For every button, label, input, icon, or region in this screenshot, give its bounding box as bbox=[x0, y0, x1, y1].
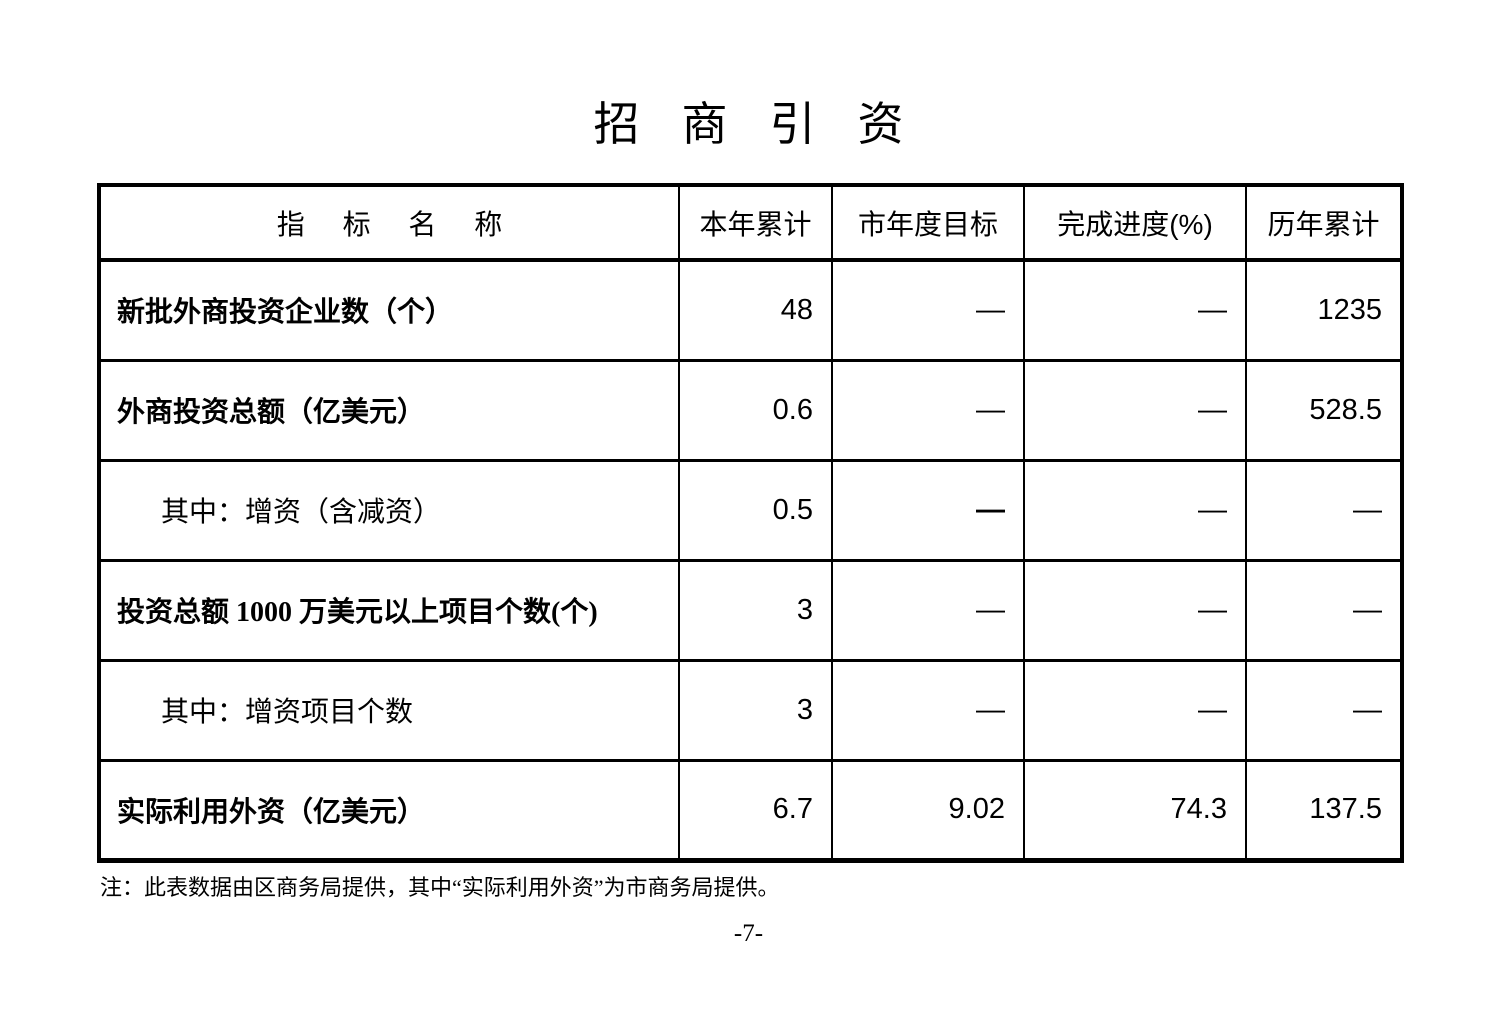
cell-current-year: 3 bbox=[678, 558, 833, 662]
table-header: 指标名称 本年累计 市年度目标 完成进度(%) 历年累计 bbox=[97, 183, 1404, 262]
cell-historical: — bbox=[1245, 458, 1404, 562]
row-label: 新批外商投资企业数（个） bbox=[97, 258, 680, 362]
header-city-annual-target: 市年度目标 bbox=[831, 183, 1025, 262]
row-label: 实际利用外资（亿美元） bbox=[97, 758, 680, 863]
cell-city-target: — bbox=[831, 558, 1025, 662]
cell-progress: — bbox=[1023, 258, 1247, 362]
header-historical-total: 历年累计 bbox=[1245, 183, 1404, 262]
cell-progress: — bbox=[1023, 358, 1247, 462]
cell-historical: 1235 bbox=[1245, 258, 1404, 362]
row-label: 其中：增资项目个数 bbox=[97, 658, 680, 762]
cell-progress: — bbox=[1023, 658, 1247, 762]
cell-city-target: — bbox=[831, 358, 1025, 462]
cell-current-year: 48 bbox=[678, 258, 833, 362]
table-row-projects-over-10m: 投资总额 1000 万美元以上项目个数(个) 3 — — — bbox=[97, 558, 1404, 662]
cell-city-target: 9.02 bbox=[831, 758, 1025, 863]
row-label: 其中：增资（含减资） bbox=[97, 458, 680, 562]
table-row-new-approved-enterprises: 新批外商投资企业数（个） 48 — — 1235 bbox=[97, 258, 1404, 362]
cell-historical: — bbox=[1245, 558, 1404, 662]
cell-current-year: 0.5 bbox=[678, 458, 833, 562]
footnote: 注：此表数据由区商务局提供，其中“实际利用外资”为市商务局提供。 bbox=[100, 875, 780, 900]
cell-progress: — bbox=[1023, 458, 1247, 562]
cell-historical: 528.5 bbox=[1245, 358, 1404, 462]
cell-city-target: — bbox=[831, 658, 1025, 762]
cell-city-target: — bbox=[831, 258, 1025, 362]
row-label: 投资总额 1000 万美元以上项目个数(个) bbox=[97, 558, 680, 662]
page-title: 招商引资 bbox=[593, 98, 946, 150]
header-current-year-total: 本年累计 bbox=[678, 183, 833, 262]
row-label: 外商投资总额（亿美元） bbox=[97, 358, 680, 462]
cell-historical: — bbox=[1245, 658, 1404, 762]
cell-current-year: 3 bbox=[678, 658, 833, 762]
cell-city-target: — bbox=[831, 458, 1025, 562]
table-row-capital-increase-projects: 其中：增资项目个数 3 — — — bbox=[97, 658, 1404, 762]
cell-historical: 137.5 bbox=[1245, 758, 1404, 863]
table-row-capital-increase: 其中：增资（含减资） 0.5 — — — bbox=[97, 458, 1404, 562]
header-indicator-name: 指标名称 bbox=[97, 183, 680, 262]
header-completion-progress: 完成进度(%) bbox=[1023, 183, 1247, 262]
cell-progress: 74.3 bbox=[1023, 758, 1247, 863]
table-row-actual-utilized-foreign-capital: 实际利用外资（亿美元） 6.7 9.02 74.3 137.5 bbox=[97, 758, 1404, 863]
page-number: -7- bbox=[733, 920, 764, 947]
table-row-total-foreign-investment: 外商投资总额（亿美元） 0.6 — — 528.5 bbox=[97, 358, 1404, 462]
cell-current-year: 6.7 bbox=[678, 758, 833, 863]
cell-current-year: 0.6 bbox=[678, 358, 833, 462]
indicators-table: 指标名称 本年累计 市年度目标 完成进度(%) 历年累计 新批外商投资企业数（个… bbox=[97, 183, 1404, 863]
table-header-row: 指标名称 本年累计 市年度目标 完成进度(%) 历年累计 bbox=[97, 183, 1404, 262]
cell-progress: — bbox=[1023, 558, 1247, 662]
